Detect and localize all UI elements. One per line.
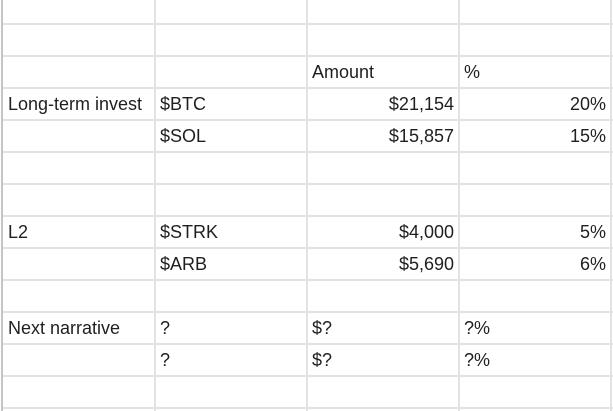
token-cell[interactable]: $STRK (160, 222, 219, 242)
row-header-edge (0, 0, 3, 411)
column-gridline (306, 0, 308, 411)
row-gridline (3, 23, 613, 25)
row-gridline (3, 151, 613, 153)
category-cell[interactable]: Long-term invest (8, 94, 143, 114)
amount-cell[interactable]: $? (312, 318, 333, 338)
column-gridline (154, 0, 156, 411)
row-gridline (3, 375, 613, 377)
column-gridline (610, 0, 612, 411)
amount-cell[interactable]: $4,000 (398, 222, 454, 242)
percent-cell[interactable]: ?% (464, 350, 491, 370)
amount-cell[interactable]: $? (312, 350, 333, 370)
row-gridline (3, 215, 613, 217)
percent-cell[interactable]: ?% (464, 318, 491, 338)
row-gridline (3, 119, 613, 121)
column-gridline (458, 0, 460, 411)
amount-cell[interactable]: $21,154 (388, 94, 454, 114)
header-amount[interactable]: Amount (312, 62, 375, 82)
row-gridline (3, 407, 613, 409)
percent-cell[interactable]: 5% (579, 222, 606, 242)
row-gridline (3, 87, 613, 89)
token-cell[interactable]: ? (160, 318, 171, 338)
row-gridline (3, 279, 613, 281)
percent-cell[interactable]: 15% (569, 126, 606, 146)
row-gridline (3, 247, 613, 249)
amount-cell[interactable]: $5,690 (398, 254, 454, 274)
token-cell[interactable]: ? (160, 350, 171, 370)
percent-cell[interactable]: 6% (579, 254, 606, 274)
amount-cell[interactable]: $15,857 (388, 126, 454, 146)
percent-cell[interactable]: 20% (569, 94, 606, 114)
row-gridline (3, 311, 613, 313)
row-gridline (3, 343, 613, 345)
token-cell[interactable]: $SOL (160, 126, 207, 146)
row-gridline (3, 55, 613, 57)
header-percent[interactable]: % (464, 62, 481, 82)
token-cell[interactable]: $ARB (160, 254, 208, 274)
row-gridline (3, 183, 613, 185)
category-cell[interactable]: L2 (8, 222, 29, 242)
token-cell[interactable]: $BTC (160, 94, 207, 114)
category-cell[interactable]: Next narrative (8, 318, 121, 338)
